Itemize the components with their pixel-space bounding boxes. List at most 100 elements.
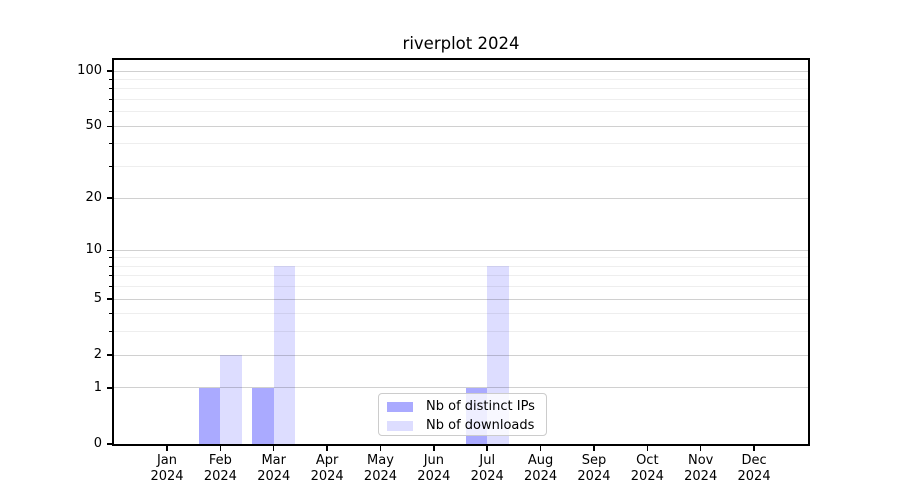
x-tick-month: Aug <box>527 453 554 468</box>
x-tick-year: 2024 <box>257 469 291 484</box>
x-tick-label: Nov 2024 <box>669 453 733 485</box>
x-tick-year: 2024 <box>150 469 184 484</box>
y-tick-label: 100 <box>77 63 102 79</box>
x-tick-mark <box>699 446 702 451</box>
x-tick-mark <box>646 446 649 451</box>
x-tick-month: Nov <box>688 453 714 468</box>
plot-inner <box>114 60 808 444</box>
x-tick-label: Feb 2024 <box>188 453 252 485</box>
major-gridline <box>114 387 808 389</box>
major-gridline <box>114 125 808 127</box>
x-tick-year: 2024 <box>524 469 558 484</box>
y-tick-label: 20 <box>85 190 102 205</box>
y-minor-tick-mark <box>109 88 112 90</box>
y-minor-tick-mark <box>109 286 112 288</box>
major-gridline <box>114 70 808 72</box>
legend-swatch-distinct-ips-icon <box>387 402 413 412</box>
legend-swatch-downloads-icon <box>387 421 413 431</box>
x-tick-year: 2024 <box>684 469 718 484</box>
minor-gridline <box>114 143 808 145</box>
x-tick-year: 2024 <box>630 469 664 484</box>
x-tick-month: Apr <box>315 453 339 468</box>
minor-gridline <box>114 79 808 81</box>
x-tick-label: Apr 2024 <box>295 453 359 485</box>
y-minor-tick-mark <box>109 331 112 333</box>
x-tick-label: Dec 2024 <box>722 453 786 485</box>
x-tick-year: 2024 <box>417 469 451 484</box>
x-tick-month: Dec <box>741 453 767 468</box>
y-tick-mark <box>106 387 112 389</box>
x-tick-year: 2024 <box>470 469 504 484</box>
minor-gridline <box>114 88 808 90</box>
y-minor-tick-mark <box>109 99 112 101</box>
y-tick-label: 10 <box>85 242 102 258</box>
x-tick-mark <box>166 446 168 451</box>
y-tick-label: 50 <box>85 118 102 134</box>
x-tick-mark <box>753 446 755 451</box>
x-tick-year: 2024 <box>310 469 344 484</box>
x-tick-mark <box>593 446 595 451</box>
y-minor-tick-mark <box>109 275 112 277</box>
legend-item-downloads: Nb of downloads <box>387 418 538 434</box>
x-tick-label: Jul 2024 <box>455 453 519 485</box>
x-tick-mark <box>326 446 328 451</box>
y-tick-mark <box>106 298 112 300</box>
x-tick-label: Mar 2024 <box>242 453 306 485</box>
major-gridline <box>114 197 808 199</box>
y-tick-mark <box>106 443 112 445</box>
y-minor-tick-mark <box>109 143 112 145</box>
legend: Nb of distinct IPs Nb of downloads <box>378 393 547 436</box>
y-tick-mark <box>106 125 112 128</box>
minor-gridline <box>114 111 808 113</box>
minor-gridline <box>114 275 808 277</box>
x-tick-mark <box>219 446 222 451</box>
y-minor-tick-mark <box>109 111 112 113</box>
major-gridline <box>114 298 808 300</box>
x-tick-month: Jan <box>156 453 178 468</box>
y-tick-mark <box>106 354 112 356</box>
y-tick-mark <box>106 249 112 251</box>
bar-downloads <box>273 266 296 444</box>
x-tick-month: Jul <box>479 453 496 468</box>
legend-label-distinct-ips: Nb of distinct IPs <box>426 399 535 414</box>
minor-gridline <box>114 257 808 259</box>
minor-gridline <box>114 331 808 333</box>
x-tick-label: May 2024 <box>348 453 412 485</box>
x-tick-mark <box>272 446 275 451</box>
minor-gridline <box>114 286 808 288</box>
y-tick-mark <box>106 70 112 72</box>
y-minor-tick-mark <box>109 265 112 267</box>
y-tick-label: 1 <box>93 379 102 395</box>
minor-gridline <box>114 265 808 267</box>
x-tick-month: May <box>367 453 394 468</box>
x-tick-year: 2024 <box>203 469 237 484</box>
x-tick-label: Aug 2024 <box>509 453 573 485</box>
minor-gridline <box>114 99 808 101</box>
legend-label-downloads: Nb of downloads <box>426 418 535 433</box>
major-gridline <box>114 249 808 251</box>
x-tick-label: Jun 2024 <box>402 453 466 485</box>
bar-distinct-ips <box>252 387 274 444</box>
x-tick-month: Sep <box>581 453 607 468</box>
x-tick-year: 2024 <box>577 469 611 484</box>
legend-item-distinct-ips: Nb of distinct IPs <box>387 399 538 415</box>
y-tick-label: 0 <box>93 436 102 451</box>
y-tick-label: 5 <box>93 291 102 307</box>
x-tick-mark <box>486 446 488 451</box>
x-tick-month: Jun <box>423 453 444 468</box>
x-tick-mark <box>379 446 382 451</box>
bar-distinct-ips <box>199 387 221 444</box>
major-gridline <box>114 354 808 356</box>
x-tick-year: 2024 <box>737 469 771 484</box>
x-tick-mark <box>433 446 435 451</box>
y-minor-tick-mark <box>109 313 112 315</box>
minor-gridline <box>114 313 808 315</box>
x-tick-label: Sep 2024 <box>562 453 626 485</box>
bar-downloads <box>220 355 242 444</box>
minor-gridline <box>114 166 808 168</box>
y-tick-mark <box>106 197 112 199</box>
x-tick-year: 2024 <box>363 469 398 484</box>
x-tick-month: Oct <box>636 453 659 468</box>
plot-area <box>112 58 810 446</box>
